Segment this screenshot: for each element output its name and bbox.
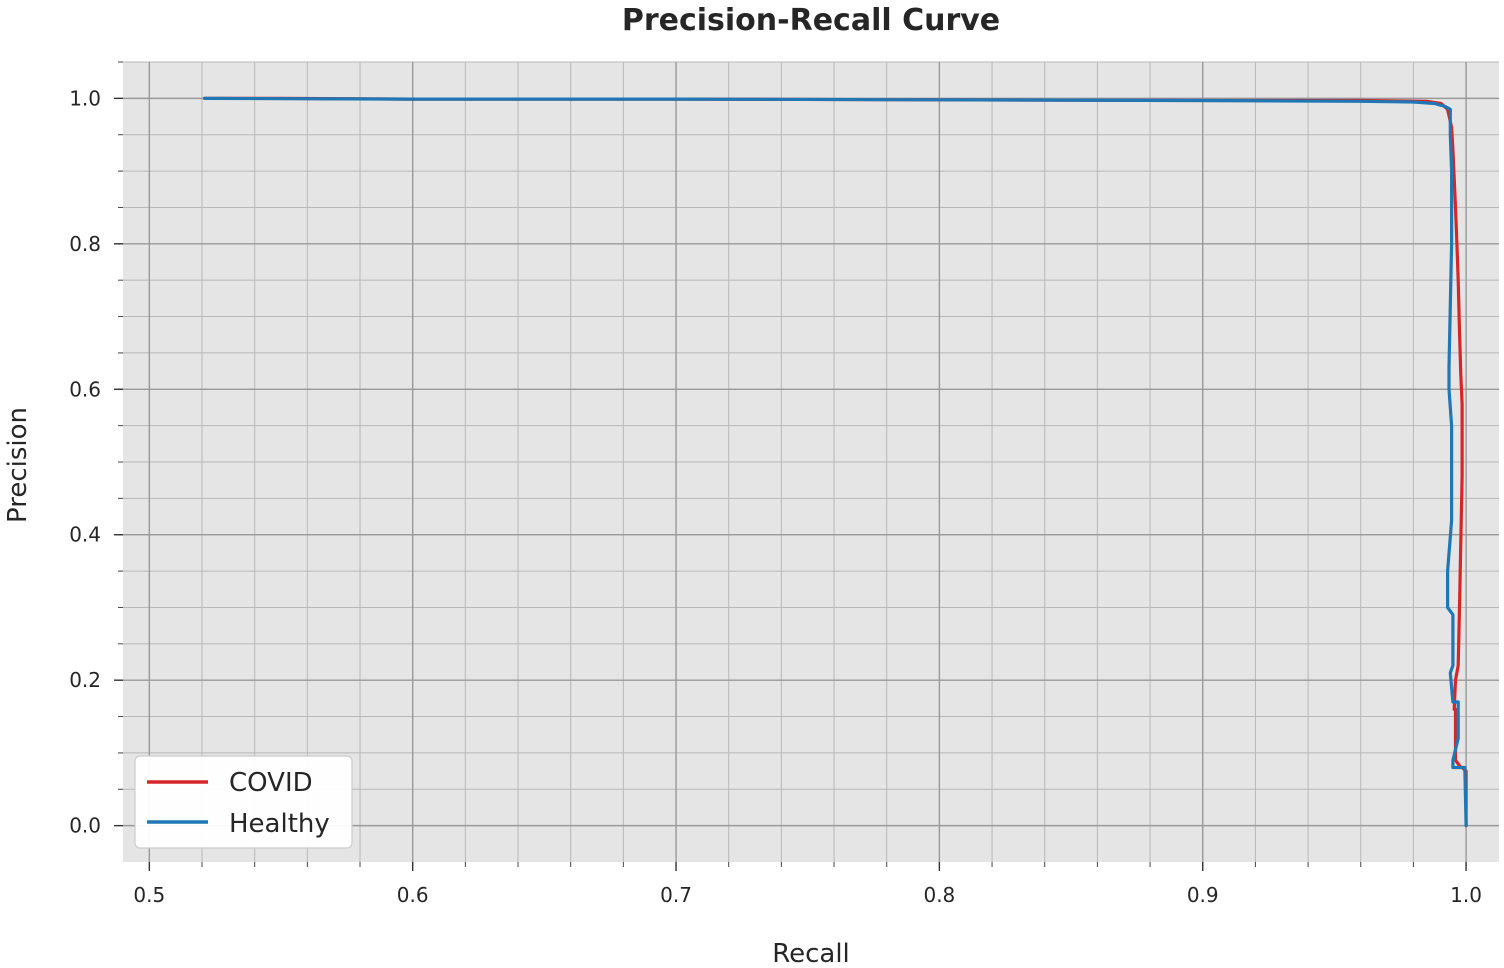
major-grid (123, 62, 1499, 862)
legend-label-covid: COVID (229, 768, 313, 798)
x-tick-label: 1.0 (1450, 883, 1482, 907)
y-tick-label: 0.2 (69, 668, 101, 692)
y-axis-label: Precision (3, 407, 33, 523)
series-layer (203, 96, 1468, 828)
x-tick-label: 0.7 (660, 883, 692, 907)
legend: COVID Healthy (134, 755, 353, 849)
x-axis-label: Recall (772, 939, 850, 968)
x-tick-label: 0.6 (397, 883, 429, 907)
y-tick-label: 0.0 (69, 814, 101, 838)
y-tick-label: 0.4 (69, 523, 101, 547)
x-tick-label: 0.8 (923, 883, 955, 907)
legend-box (134, 755, 353, 849)
y-tick-label: 1.0 (69, 86, 101, 110)
series-line-healthy (203, 96, 1468, 828)
y-tick-label: 0.6 (69, 377, 101, 401)
axis-ticks: 0.5 0.6 0.7 0.8 0.9 1.0 0.0 0.2 0.4 0.6 0.8 1.0 (69, 61, 1482, 907)
x-tick-label: 0.5 (133, 883, 165, 907)
x-tick-label: 0.9 (1187, 883, 1219, 907)
y-tick-label: 0.8 (69, 232, 101, 256)
chart-title: Precision-Recall Curve (622, 3, 1000, 38)
legend-label-healthy: Healthy (229, 809, 330, 839)
